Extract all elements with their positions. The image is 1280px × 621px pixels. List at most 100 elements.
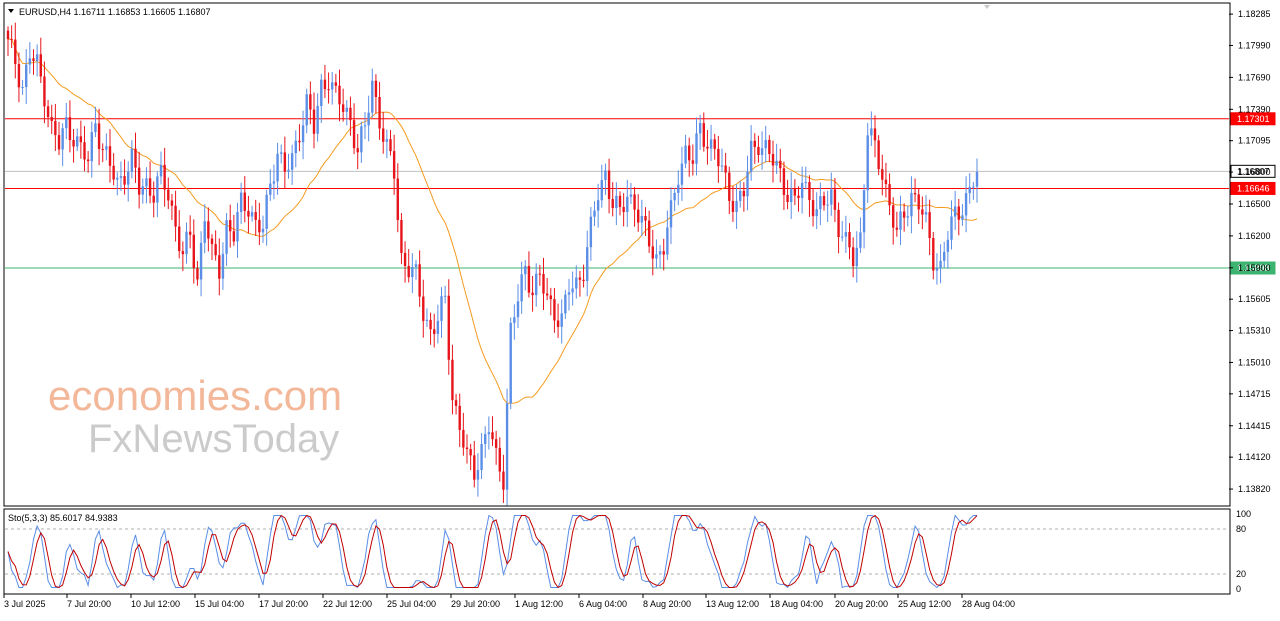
candle-body: [953, 206, 957, 217]
candle-body: [57, 135, 61, 150]
candle-body: [564, 294, 567, 314]
candle-body: [148, 178, 152, 196]
candle-body: [819, 196, 822, 210]
candle-body: [706, 146, 709, 149]
candle-body: [294, 140, 297, 154]
candle-body: [779, 160, 782, 169]
stoch-tick-label: 20: [1236, 569, 1246, 579]
candle-body: [407, 265, 410, 278]
candle-body: [917, 194, 920, 210]
candle-body: [768, 139, 771, 155]
candle-body: [21, 87, 24, 89]
candle-body: [782, 168, 786, 195]
candle-body: [582, 279, 585, 281]
candle-body: [163, 164, 166, 190]
candle-body: [283, 152, 287, 172]
candle-body: [6, 30, 10, 40]
y-tick-label: 1.17690: [1238, 72, 1271, 82]
stoch-tick-label: 100: [1236, 509, 1251, 519]
candle-body: [680, 163, 684, 185]
x-tick-label: 3 Jul 2025: [4, 599, 46, 609]
candle-body: [520, 274, 523, 302]
price-badge-1.17301: [1230, 112, 1276, 126]
stochastic-panel-frame: [3, 508, 1231, 595]
candle-body: [159, 164, 163, 177]
candle-body: [749, 140, 753, 172]
candle-body: [637, 209, 640, 223]
candle-body: [443, 295, 447, 297]
candle-body: [899, 211, 902, 230]
candle-body: [218, 255, 221, 279]
candle-body: [647, 220, 651, 247]
candle-body: [280, 152, 283, 154]
candle-body: [312, 109, 316, 134]
candle-body: [196, 268, 199, 280]
dropdown-triangle-icon[interactable]: [8, 9, 14, 13]
stoch-tick-label: 80: [1236, 524, 1246, 534]
candle-body: [123, 176, 126, 185]
candle-body: [76, 136, 79, 147]
candle-body: [484, 434, 487, 444]
candle-body: [97, 123, 101, 150]
candle-body: [480, 443, 483, 471]
candle-body: [833, 189, 837, 210]
candle-body: [239, 192, 243, 212]
candle-body: [928, 212, 931, 239]
candle-body: [469, 449, 472, 456]
candle-body: [247, 210, 250, 217]
candle-body: [739, 190, 742, 201]
symbol-info: EURUSD,H4 1.16711 1.16853 1.16605 1.1680…: [19, 7, 210, 17]
candle-body: [156, 176, 159, 203]
candle-body: [243, 192, 246, 211]
y-tick-label: 1.15605: [1238, 294, 1271, 304]
price-badge-label: 1.16646: [1237, 183, 1270, 193]
candle-body: [866, 135, 869, 191]
candle-body: [571, 288, 574, 293]
candle-body: [14, 39, 17, 65]
candle-body: [513, 317, 516, 323]
candle-body: [902, 211, 906, 218]
candle-body: [957, 206, 960, 220]
x-tick-label: 28 Aug 04:00: [962, 599, 1015, 609]
time-axis[interactable]: 3 Jul 2025 7 Jul 20:00 10 Jul 12:00 15 Jul …: [3, 594, 1015, 609]
candle-body: [269, 183, 272, 195]
candle-body: [305, 94, 308, 126]
x-tick-label: 22 Jul 12:00: [323, 599, 372, 609]
candle-body: [975, 172, 979, 187]
candle-body: [290, 153, 294, 170]
candle-body: [487, 432, 491, 435]
candle-body: [25, 64, 28, 88]
candle-body: [72, 140, 75, 147]
candle-body: [433, 329, 436, 334]
candle-body: [720, 165, 724, 167]
stochastic-axis: 100 80 20 0: [1236, 509, 1251, 594]
y-tick-label: 1.14415: [1238, 421, 1271, 431]
candle-body: [28, 58, 32, 65]
chart-shift-marker-icon[interactable]: [984, 5, 990, 9]
candle-body: [811, 200, 815, 217]
candle-body: [39, 54, 42, 77]
candle-body: [309, 94, 312, 110]
candle-body: [553, 299, 556, 321]
candle-body: [644, 216, 647, 221]
price-axis[interactable]: 1.18285 1.17990 1.17690 1.17390 1.17095 1.168…: [1229, 9, 1271, 494]
candle-body: [473, 455, 476, 480]
y-tick-label: 1.17095: [1238, 136, 1271, 146]
candle-body: [575, 277, 578, 289]
candle-body: [491, 432, 494, 440]
candle-body: [210, 238, 214, 245]
stochastic-levels: [5, 528, 1229, 575]
candle-body: [841, 236, 844, 238]
candle-body: [458, 405, 461, 430]
y-tick-label: 1.14120: [1238, 452, 1271, 462]
candle-body: [881, 169, 884, 180]
candle-body: [178, 226, 181, 252]
candle-body: [403, 252, 407, 266]
candle-body: [261, 228, 265, 233]
candle-body: [505, 403, 509, 490]
candle-body: [320, 79, 323, 106]
candle-body: [964, 193, 968, 216]
